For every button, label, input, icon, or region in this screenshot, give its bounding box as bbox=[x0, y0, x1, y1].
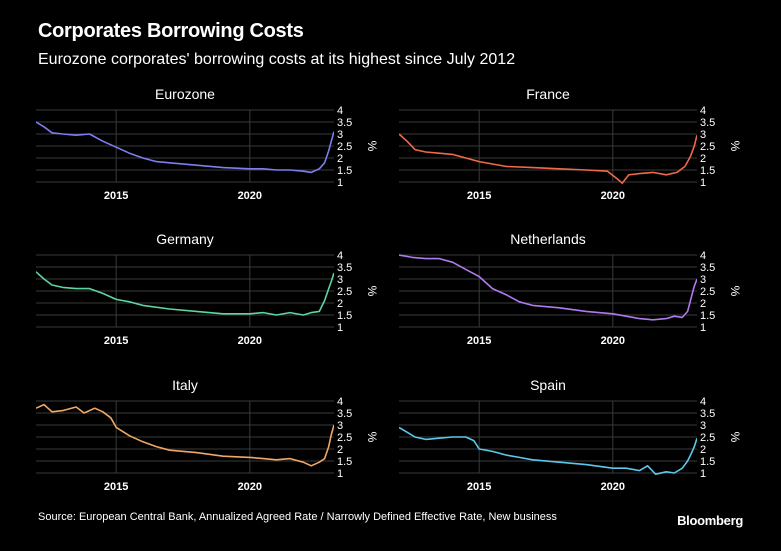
y-axis-label: % bbox=[365, 141, 379, 152]
chart-title-eurozone: Eurozone bbox=[155, 86, 215, 102]
y-tick-label: 1.5 bbox=[700, 310, 715, 322]
y-tick-label: 3.5 bbox=[337, 408, 352, 420]
y-axis-label: % bbox=[728, 432, 742, 443]
series-line-germany bbox=[36, 271, 334, 316]
y-tick-label: 4 bbox=[700, 250, 706, 262]
chart-title-netherlands: Netherlands bbox=[510, 231, 586, 247]
x-tick-label: 2015 bbox=[467, 190, 491, 202]
y-tick-label: 2.5 bbox=[700, 141, 715, 153]
y-tick-label: 1.5 bbox=[700, 165, 715, 177]
y-tick-label: 1 bbox=[700, 468, 706, 480]
y-tick-label: 4 bbox=[337, 105, 343, 117]
y-tick-label: 3 bbox=[337, 129, 343, 141]
y-tick-label: 4 bbox=[700, 396, 706, 408]
chart-italy: Italy 11.522.533.54 2015 2020% bbox=[36, 377, 379, 493]
x-tick-label: 2015 bbox=[467, 481, 491, 493]
series-line-eurozone bbox=[36, 121, 334, 174]
y-tick-label: 3.5 bbox=[700, 408, 715, 420]
brand-logo: Bloomberg bbox=[677, 513, 743, 528]
y-axis-label: % bbox=[728, 286, 742, 297]
y-tick-label: 2 bbox=[700, 444, 706, 456]
y-axis-label: % bbox=[365, 432, 379, 443]
x-tick-label: 2020 bbox=[601, 190, 625, 202]
y-axis-label: % bbox=[365, 286, 379, 297]
source-note: Source: European Central Bank, Annualize… bbox=[38, 511, 557, 523]
y-tick-label: 1 bbox=[337, 468, 343, 480]
y-tick-label: 3.5 bbox=[337, 117, 352, 129]
y-tick-label: 3.5 bbox=[337, 262, 352, 274]
y-tick-label: 1.5 bbox=[337, 456, 352, 468]
chart-france: France 11.522.533.54 2015 2020% bbox=[399, 86, 742, 202]
y-tick-label: 2 bbox=[700, 153, 706, 165]
y-tick-label: 3.5 bbox=[700, 262, 715, 274]
y-tick-label: 1.5 bbox=[700, 456, 715, 468]
y-tick-label: 1 bbox=[700, 177, 706, 189]
x-tick-label: 2020 bbox=[238, 335, 262, 347]
x-tick-label: 2020 bbox=[601, 335, 625, 347]
y-tick-label: 3.5 bbox=[700, 117, 715, 129]
series-line-spain bbox=[399, 426, 697, 475]
y-tick-label: 4 bbox=[700, 105, 706, 117]
y-tick-label: 1.5 bbox=[337, 165, 352, 177]
chart-germany: Germany 11.522.533.54 2015 2020% bbox=[36, 231, 379, 347]
chart-eurozone: Eurozone 11.522.533.54 2015 2020% bbox=[36, 86, 379, 202]
chart-title-spain: Spain bbox=[530, 377, 566, 393]
y-tick-label: 3 bbox=[700, 274, 706, 286]
y-tick-label: 2 bbox=[337, 444, 343, 456]
x-tick-label: 2015 bbox=[467, 335, 491, 347]
y-tick-label: 2.5 bbox=[700, 432, 715, 444]
y-tick-label: 2 bbox=[337, 153, 343, 165]
chart-spain: Spain 11.522.533.54 2015 2020% bbox=[399, 377, 742, 493]
chart-netherlands: Netherlands 11.522.533.54 2015 2020% bbox=[399, 231, 742, 347]
y-tick-label: 1.5 bbox=[337, 310, 352, 322]
y-tick-label: 2.5 bbox=[700, 286, 715, 298]
y-tick-label: 1 bbox=[337, 177, 343, 189]
y-tick-label: 3 bbox=[337, 420, 343, 432]
y-tick-label: 2.5 bbox=[337, 432, 352, 444]
y-tick-label: 2 bbox=[700, 298, 706, 310]
series-line-netherlands bbox=[399, 254, 697, 321]
chart-title-france: France bbox=[526, 86, 570, 102]
y-tick-label: 4 bbox=[337, 250, 343, 262]
y-axis-label: % bbox=[728, 141, 742, 152]
x-tick-label: 2015 bbox=[104, 335, 128, 347]
y-tick-label: 1 bbox=[700, 322, 706, 334]
x-tick-label: 2015 bbox=[104, 481, 128, 493]
y-tick-label: 4 bbox=[337, 396, 343, 408]
chart-title-italy: Italy bbox=[172, 377, 198, 393]
y-tick-label: 1 bbox=[337, 322, 343, 334]
chart-title-germany: Germany bbox=[156, 231, 214, 247]
y-tick-label: 3 bbox=[700, 129, 706, 141]
y-tick-label: 2.5 bbox=[337, 141, 352, 153]
page-subtitle: Eurozone corporates' borrowing costs at … bbox=[38, 51, 516, 68]
series-line-france bbox=[399, 133, 697, 184]
x-tick-label: 2020 bbox=[238, 190, 262, 202]
y-tick-label: 2.5 bbox=[337, 286, 352, 298]
y-tick-label: 3 bbox=[337, 274, 343, 286]
page-title: Corporates Borrowing Costs bbox=[38, 20, 304, 42]
x-tick-label: 2020 bbox=[238, 481, 262, 493]
series-line-italy bbox=[36, 403, 334, 467]
x-tick-label: 2020 bbox=[601, 481, 625, 493]
y-tick-label: 2 bbox=[337, 298, 343, 310]
y-tick-label: 3 bbox=[700, 420, 706, 432]
x-tick-label: 2015 bbox=[104, 190, 128, 202]
